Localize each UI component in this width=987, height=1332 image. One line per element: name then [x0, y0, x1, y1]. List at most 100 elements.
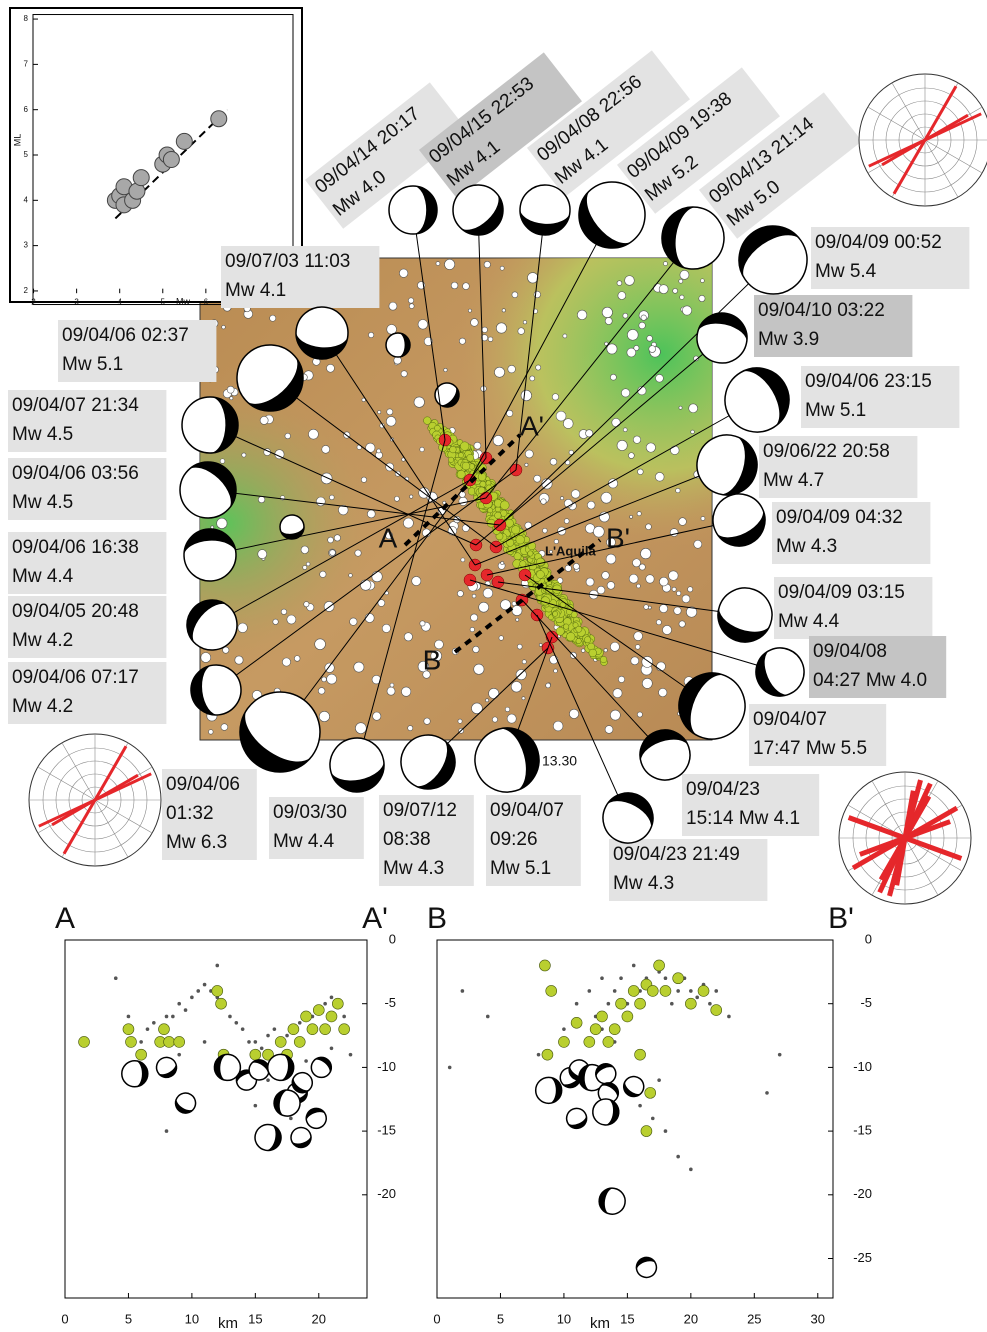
hypocenter	[448, 1066, 452, 1070]
background-event	[320, 571, 326, 577]
hypocenter	[326, 1011, 337, 1022]
background-event	[484, 261, 490, 267]
background-event	[208, 730, 213, 735]
section-label: B	[423, 644, 442, 675]
section-end-label: A	[55, 902, 75, 935]
aftershock	[528, 551, 533, 556]
hypocenter	[241, 1027, 245, 1031]
event-text: 09/04/06	[166, 774, 240, 795]
background-event	[301, 546, 309, 554]
y-tick-label: -10	[377, 1059, 396, 1074]
background-event	[473, 646, 479, 652]
background-event	[659, 577, 668, 586]
background-event	[663, 262, 667, 266]
background-event	[546, 683, 551, 688]
background-event	[303, 566, 307, 570]
aftershock	[505, 519, 513, 527]
background-event	[694, 540, 702, 548]
event-label: 09/04/07 21:34Mw 4.5	[8, 390, 166, 452]
event-text: Mw 6.3	[166, 832, 227, 853]
background-event	[386, 416, 396, 426]
data-point	[133, 170, 149, 186]
background-event	[306, 562, 310, 566]
x-tick-label: 10	[185, 1311, 199, 1326]
aftershock	[584, 637, 590, 643]
section-end-label: B	[427, 902, 447, 935]
hypocenter	[158, 1024, 169, 1035]
hypocenter	[313, 1005, 324, 1016]
background-event	[461, 558, 465, 562]
hypocenter	[339, 1024, 350, 1035]
x-tick-label: 0	[61, 1311, 68, 1326]
hypocenter	[275, 1036, 286, 1047]
background-event	[420, 447, 425, 452]
background-event	[642, 678, 652, 688]
hypocenter	[537, 1053, 541, 1057]
aftershock	[589, 649, 597, 657]
background-event	[648, 606, 651, 609]
event-text: 09/04/06 16:38	[12, 537, 139, 558]
hypocenter	[638, 1104, 642, 1108]
background-event	[462, 525, 469, 532]
background-event	[655, 472, 664, 481]
hypocenter	[571, 1017, 582, 1028]
x-axis-label: km	[218, 1315, 238, 1332]
background-event	[623, 428, 627, 432]
background-event	[319, 711, 329, 721]
background-event	[516, 670, 526, 680]
event-text: Mw 5.1	[62, 354, 123, 375]
hypocenter	[664, 976, 668, 980]
aftershock	[457, 470, 465, 478]
background-event	[377, 449, 381, 453]
x-tick-label: 2	[31, 297, 36, 306]
x-tick-label: 5	[125, 1311, 132, 1326]
hypocenter	[676, 1155, 680, 1159]
background-event	[420, 621, 425, 626]
background-event	[640, 548, 650, 558]
background-event	[217, 518, 227, 528]
beachball	[749, 641, 812, 704]
background-event	[326, 364, 334, 372]
background-event	[679, 406, 682, 409]
x-axis-label: km	[590, 1315, 610, 1332]
hypocenter	[645, 1087, 656, 1098]
background-event	[471, 319, 479, 327]
event-text: 09/06/22 20:58	[763, 441, 890, 462]
background-event	[368, 332, 373, 337]
background-event	[631, 657, 639, 665]
hypocenter	[609, 1024, 620, 1035]
y-axis-label: ML	[12, 134, 22, 147]
background-event	[355, 550, 361, 556]
hypocenter	[654, 960, 665, 971]
hypocenter	[657, 1078, 661, 1082]
background-event	[517, 644, 522, 649]
hypocenter	[622, 1011, 633, 1022]
background-event	[641, 315, 646, 320]
event-label: 09/04/06 16:38Mw 4.4	[8, 532, 166, 594]
background-event	[530, 376, 535, 381]
background-event	[679, 518, 687, 526]
background-event	[670, 529, 678, 537]
hypocenter	[165, 1129, 169, 1133]
background-event	[525, 450, 533, 458]
event-label: 09/04/0709:26Mw 5.1	[486, 795, 581, 886]
background-event	[682, 595, 690, 603]
background-event	[656, 374, 664, 382]
x-tick-label: 15	[620, 1311, 634, 1326]
background-event	[404, 633, 412, 641]
background-event	[627, 348, 636, 357]
background-event	[610, 374, 616, 380]
hypocenter	[635, 1049, 646, 1060]
background-event	[618, 292, 626, 300]
hypocenter	[542, 1049, 553, 1060]
background-event	[235, 656, 243, 664]
background-event	[334, 535, 340, 541]
background-event	[304, 602, 309, 607]
background-event	[644, 605, 649, 610]
background-event	[646, 443, 655, 452]
background-event	[633, 436, 640, 443]
x-tick-label: 25	[747, 1311, 761, 1326]
hypocenter	[294, 1036, 305, 1047]
y-tick-label: 3	[24, 241, 29, 250]
background-event	[630, 515, 633, 518]
